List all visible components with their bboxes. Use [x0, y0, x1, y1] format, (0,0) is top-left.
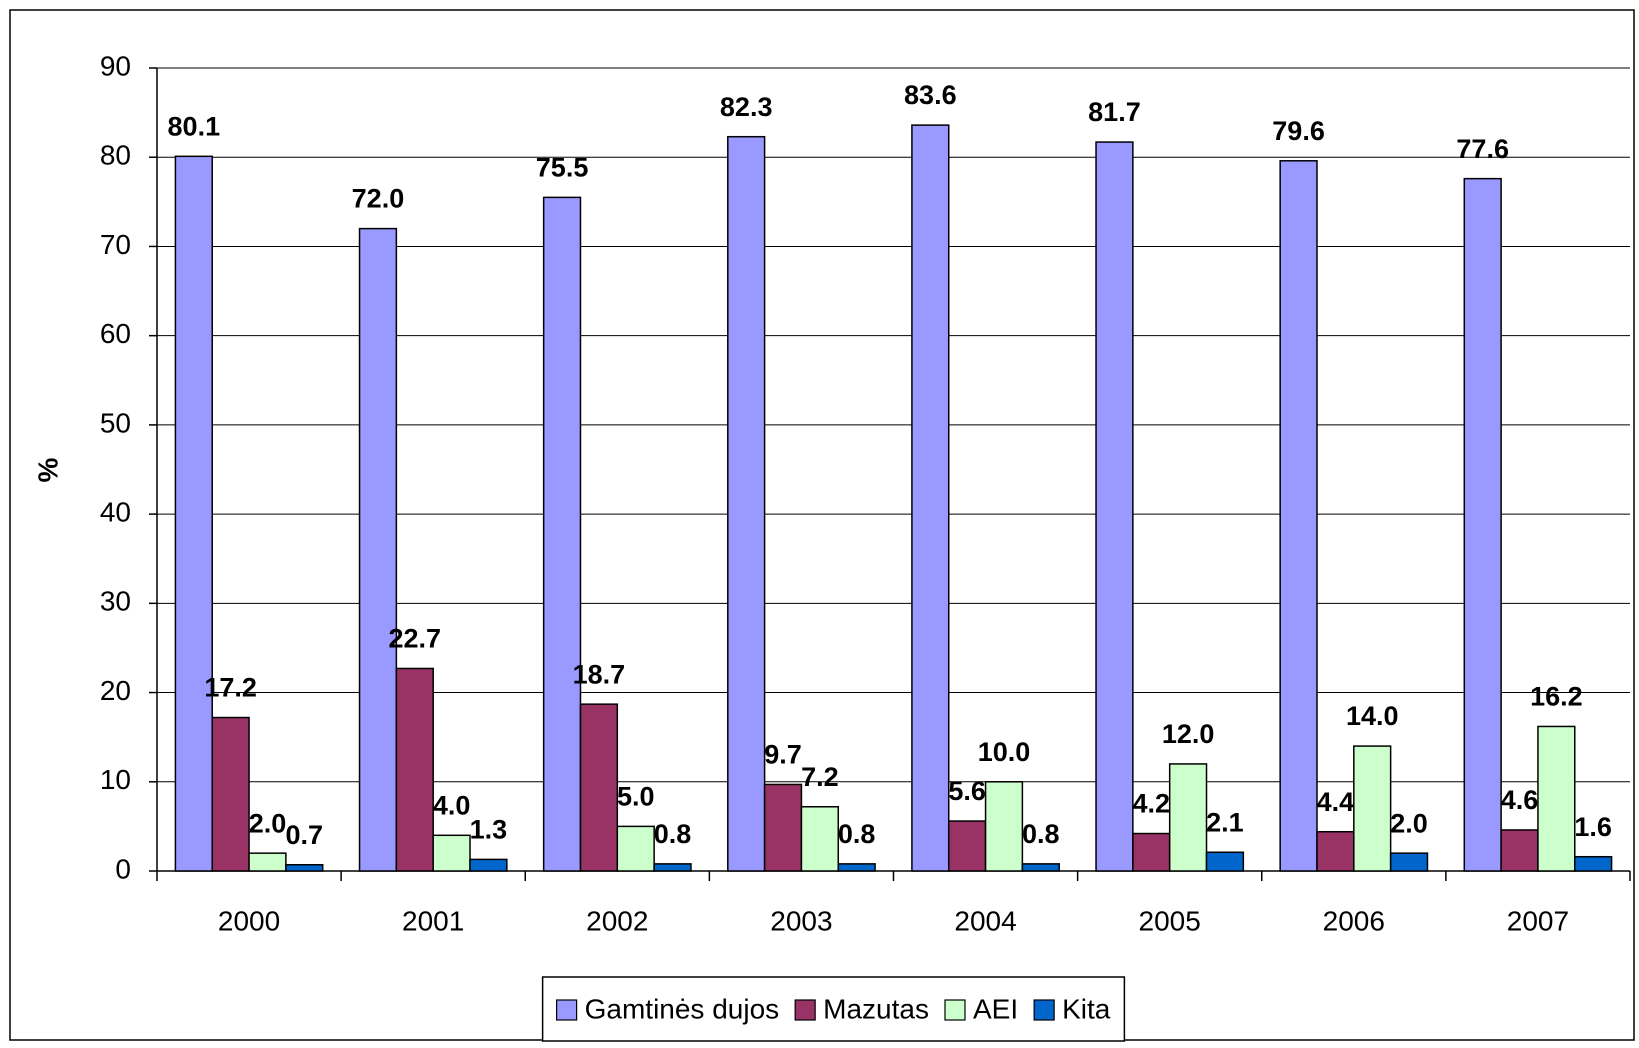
value-label: 22.7	[388, 624, 441, 654]
value-label: 82.3	[720, 92, 773, 122]
bar	[1463, 177, 1502, 872]
value-label: 0.8	[654, 819, 692, 849]
value-label: 4.4	[1317, 787, 1355, 817]
value-label: 1.6	[1574, 812, 1612, 842]
bar	[248, 852, 287, 872]
y-tick-label: 60	[100, 318, 131, 349]
bar	[469, 858, 508, 872]
x-tick-label: 2005	[1139, 905, 1201, 936]
value-label: 4.2	[1133, 789, 1171, 819]
value-label: 75.5	[536, 152, 589, 182]
y-tick-label: 10	[100, 764, 131, 795]
bar	[653, 863, 692, 872]
bar	[432, 834, 471, 872]
bar	[1574, 855, 1613, 872]
bar	[542, 196, 582, 872]
legend-swatch	[944, 999, 966, 1021]
value-label: 4.0	[433, 790, 471, 820]
value-label: 0.7	[286, 820, 324, 850]
y-tick-label: 40	[100, 497, 131, 528]
value-label: 10.0	[978, 737, 1031, 767]
value-label: 2.0	[249, 808, 287, 838]
y-tick-label: 90	[100, 50, 131, 81]
bar	[763, 783, 803, 872]
value-label: 1.3	[470, 815, 508, 845]
bar	[837, 863, 876, 872]
bar	[1316, 830, 1355, 872]
bar	[727, 135, 766, 872]
bar	[616, 825, 655, 872]
y-tick-label: 0	[115, 853, 131, 884]
bar	[211, 716, 250, 872]
legend-swatch	[794, 999, 816, 1021]
bar	[1205, 851, 1245, 872]
bar	[395, 667, 434, 872]
bar	[800, 806, 840, 872]
bar	[984, 781, 1024, 872]
value-label: 83.6	[904, 80, 957, 110]
legend-label: Mazutas	[823, 993, 929, 1024]
bar	[285, 864, 324, 872]
x-tick-label: 2003	[770, 905, 832, 936]
bar	[1132, 832, 1171, 872]
value-label: 14.0	[1346, 701, 1399, 731]
value-label: 5.0	[617, 782, 655, 812]
x-tick-label: 2007	[1507, 905, 1569, 936]
value-label: 2.1	[1206, 807, 1244, 837]
legend-label: Gamtinės dujos	[585, 993, 780, 1024]
value-label: 2.0	[1390, 808, 1428, 838]
bar	[947, 820, 987, 872]
x-tick-label: 2004	[954, 905, 1016, 936]
value-label: 0.8	[838, 819, 876, 849]
bar	[1021, 863, 1060, 872]
bar	[911, 124, 950, 872]
bar	[358, 227, 398, 872]
legend-swatch	[556, 999, 578, 1021]
y-tick-label: 80	[100, 140, 131, 171]
value-label: 77.6	[1456, 134, 1509, 164]
value-label: 16.2	[1530, 682, 1583, 712]
value-label: 4.6	[1501, 785, 1539, 815]
legend-box	[541, 976, 1126, 1042]
x-tick-label: 2006	[1323, 905, 1385, 936]
y-tick-label: 30	[100, 586, 131, 617]
bar	[1279, 160, 1318, 872]
value-label: 79.6	[1272, 116, 1325, 146]
x-tick-label: 2002	[586, 905, 648, 936]
bar	[1168, 763, 1208, 872]
bar	[1353, 745, 1392, 872]
chart-border	[9, 9, 1635, 1041]
x-tick-label: 2000	[218, 905, 280, 936]
value-label: 5.6	[948, 776, 986, 806]
legend-swatch	[1033, 999, 1055, 1021]
value-label: 80.1	[168, 111, 221, 141]
y-tick-label: 70	[100, 229, 131, 260]
value-label: 17.2	[204, 673, 257, 703]
legend-label: AEI	[973, 993, 1018, 1024]
bar	[1389, 852, 1429, 872]
value-label: 81.7	[1088, 97, 1141, 127]
bar	[1095, 141, 1134, 872]
value-label: 72.0	[352, 184, 405, 214]
value-label: 18.7	[573, 659, 626, 689]
bar	[1500, 829, 1539, 872]
legend-label: Kita	[1062, 993, 1111, 1024]
y-axis-title: %	[32, 457, 63, 482]
x-tick-label: 2001	[402, 905, 464, 936]
value-label: 12.0	[1162, 719, 1215, 749]
y-tick-label: 50	[100, 407, 131, 438]
bar	[579, 703, 619, 872]
value-label: 0.8	[1022, 819, 1060, 849]
bar	[174, 155, 213, 872]
y-tick-label: 20	[100, 675, 131, 706]
value-label: 9.7	[764, 740, 802, 770]
value-label: 7.2	[801, 762, 839, 792]
bar	[1537, 725, 1576, 872]
